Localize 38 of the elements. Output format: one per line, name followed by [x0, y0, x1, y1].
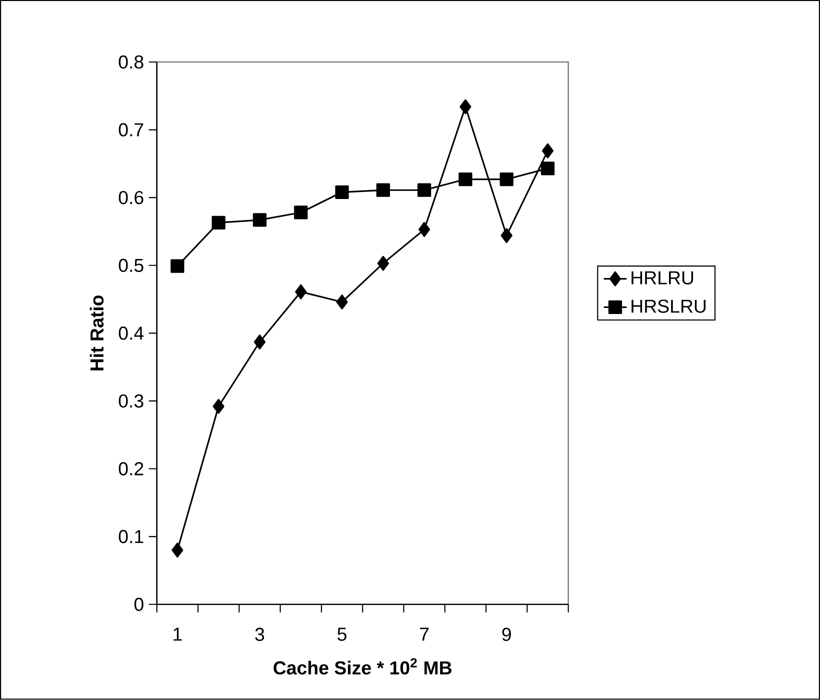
legend-label: HRSLRU [632, 300, 706, 313]
point [542, 143, 554, 158]
y-axis-title: Hit Ratio [90, 296, 104, 370]
point [212, 399, 224, 414]
point [295, 284, 307, 300]
point [376, 183, 390, 198]
y-tick-label: 0.8 [118, 55, 144, 69]
point [540, 162, 555, 176]
x-tick-label: 5 [338, 628, 346, 641]
point [212, 216, 226, 230]
x-tick-label: 7 [420, 628, 429, 641]
y-tick-label: 0.4 [118, 326, 144, 340]
point [294, 206, 308, 220]
x-tick-label: 3 [255, 628, 264, 642]
y-tick-label: 0.7 [118, 123, 144, 137]
point [417, 183, 432, 198]
y-tick-label: 0 [134, 598, 144, 612]
point [418, 222, 430, 238]
point [460, 99, 472, 114]
point [170, 259, 184, 273]
point [254, 334, 266, 350]
y-tick-label: 0.1 [118, 530, 144, 544]
point [335, 185, 349, 200]
y-tick-label: 0.6 [118, 191, 144, 204]
y-tick-label: 0.5 [118, 258, 144, 272]
point [172, 542, 184, 558]
point [252, 213, 267, 227]
point [458, 172, 472, 186]
point [336, 294, 348, 310]
point [500, 228, 512, 244]
legend-label: HRLRU [632, 272, 694, 285]
point [377, 256, 389, 271]
y-tick-label: 0.2 [118, 462, 144, 476]
x-tick-label: 1 [174, 628, 182, 641]
x-axis-title: Cache Size * 10$^{2}$ MB [274, 658, 452, 675]
point [500, 172, 514, 186]
x-tick-label: 9 [502, 628, 511, 642]
y-tick-label: 0.3 [118, 394, 144, 408]
